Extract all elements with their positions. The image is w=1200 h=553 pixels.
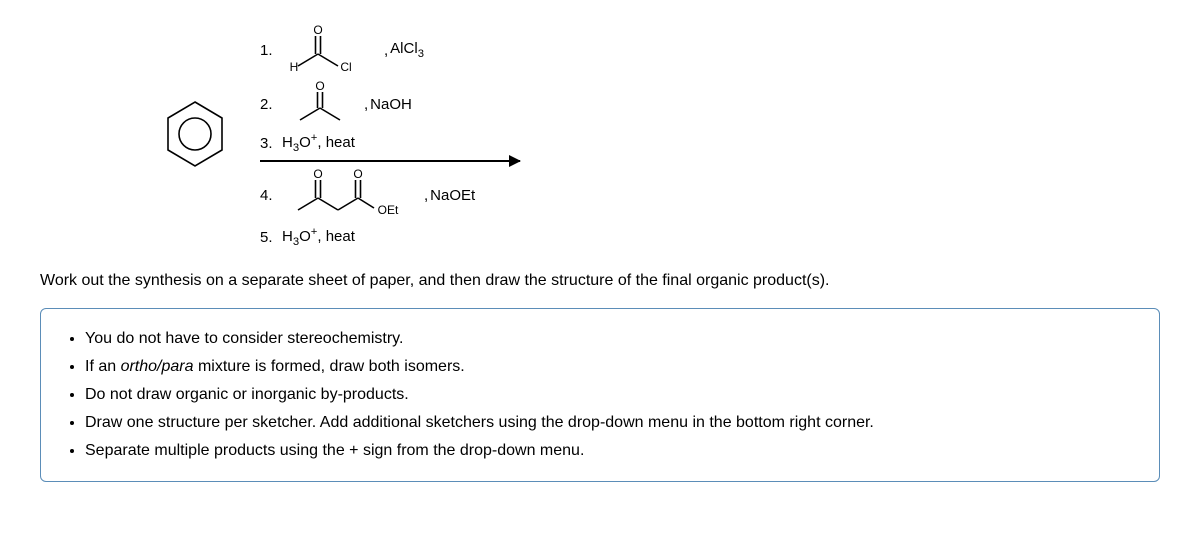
reagent-h3o-heat: H3O+, heat [282, 132, 355, 154]
reaction-arrow [260, 160, 520, 162]
instruction-item: If an ortho/para mixture is formed, draw… [85, 355, 1137, 379]
comma: , [364, 96, 368, 113]
step-1: 1. O H Cl , [260, 24, 580, 76]
step-3: 3. H3O+, heat [260, 132, 580, 154]
step-3-number: 3. [260, 135, 282, 152]
step-5-number: 5. [260, 229, 282, 246]
reagent-naoet: NaOEt [430, 187, 475, 204]
reagent-naoh: NaOH [370, 96, 412, 113]
step-2: 2. O , NaOH [260, 80, 580, 128]
acetone-structure: O [290, 80, 350, 128]
step-4: 4. O O [260, 168, 580, 222]
reagent-alcl3: AlCl3 [390, 40, 424, 60]
benzene-structure [160, 94, 230, 179]
instructions-box: You do not have to consider stereochemis… [40, 308, 1160, 482]
comma: , [384, 42, 388, 59]
o-label: O [315, 80, 324, 93]
instruction-item: Draw one structure per sketcher. Add add… [85, 411, 1137, 435]
comma: , [424, 187, 428, 204]
reaction-scheme: 1. O H Cl , [160, 20, 1160, 252]
oet-label: OEt [378, 203, 399, 217]
step-1-number: 1. [260, 42, 282, 59]
step-4-number: 4. [260, 187, 282, 204]
o1-label: O [313, 168, 322, 181]
o-label: O [313, 24, 322, 37]
ethyl-acetoacetate-structure: O O OEt [290, 168, 410, 222]
o2-label: O [353, 168, 362, 181]
instructions-list: You do not have to consider stereochemis… [63, 327, 1137, 463]
step-2-number: 2. [260, 96, 282, 113]
acetyl-chloride-structure: O H Cl [290, 24, 370, 76]
reagent-h3o-heat-2: H3O+, heat [282, 226, 355, 248]
reagents-above-arrow: 1. O H Cl , [260, 24, 580, 154]
instruction-item: You do not have to consider stereochemis… [85, 327, 1137, 351]
h-label: H [290, 60, 298, 72]
instruction-item: Separate multiple products using the + s… [85, 439, 1137, 463]
instruction-item: Do not draw organic or inorganic by-prod… [85, 383, 1137, 407]
cl-label: Cl [340, 60, 351, 72]
question-text: Work out the synthesis on a separate she… [40, 272, 1160, 290]
arrow-block: 1. O H Cl , [260, 20, 580, 252]
reagents-below-arrow: 4. O O [260, 168, 580, 248]
step-5: 5. H3O+, heat [260, 226, 580, 248]
